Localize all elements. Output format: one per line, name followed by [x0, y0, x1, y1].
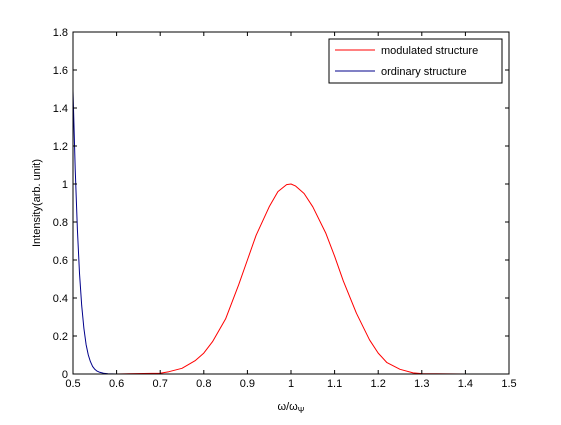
legend-label-modulated: modulated structure	[381, 45, 478, 57]
legend: modulated structure ordinary structure	[329, 39, 502, 83]
y-tick-label-9: 1.6	[53, 65, 68, 77]
y-tick-label-1: 0	[62, 369, 68, 381]
x-tick-label-8: 1.2	[371, 378, 386, 390]
x-tick-label-11: 1.5	[501, 378, 516, 390]
x-tick-label-2: 0.6	[109, 378, 124, 390]
x-tick-label-10: 1.4	[458, 378, 473, 390]
x-tick-label-3: 0.7	[153, 378, 168, 390]
y-tick-label-5: 0.8	[53, 217, 68, 229]
x-axis-label-main: ω/ω	[278, 401, 299, 413]
y-axis-label: Intensity(arb. unit)	[31, 159, 43, 247]
y-tick-label-6: 1	[62, 179, 68, 191]
x-tick-label-4: 0.8	[196, 378, 211, 390]
legend-label-ordinary: ordinary structure	[381, 66, 467, 78]
y-tick-label-8: 1.4	[53, 103, 68, 115]
x-axis-label-subscript: Ψ	[298, 406, 305, 415]
y-tick-label-2: 0.2	[53, 331, 68, 343]
x-tick-label-5: 0.9	[240, 378, 255, 390]
x-tick-label-6: 1	[288, 378, 294, 390]
x-tick-label-9: 1.3	[414, 378, 429, 390]
x-tick-label-7: 1.1	[327, 378, 342, 390]
y-tick-label-7: 1.2	[53, 141, 68, 153]
y-tick-label-3: 0.4	[53, 293, 68, 305]
y-tick-label-10: 1.8	[53, 27, 68, 39]
x-axis-label: ω/ωΨ	[278, 401, 305, 415]
y-tick-label-4: 0.6	[53, 255, 68, 267]
